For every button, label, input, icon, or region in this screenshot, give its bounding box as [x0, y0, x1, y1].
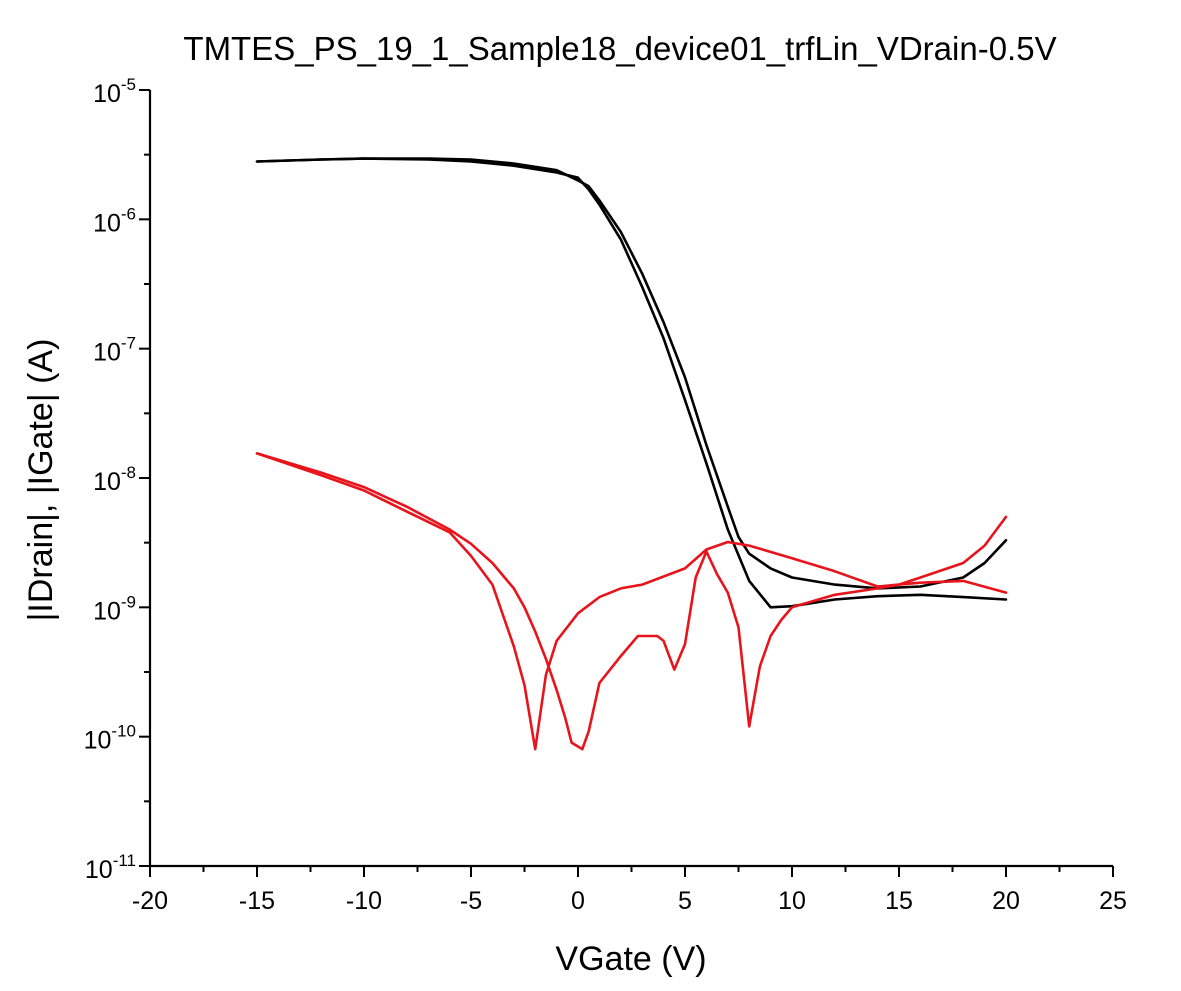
- series-line-4: [255, 452, 1008, 751]
- y-tick-label: 10-6: [93, 204, 136, 237]
- x-tick-label: -10: [346, 887, 382, 915]
- y-ticks: 10-5 10-6 10-7 10-8 10-9 10-10 10-11: [84, 75, 150, 884]
- y-tick-label: 10-8: [93, 463, 136, 496]
- x-tick-label: 10: [778, 887, 806, 915]
- x-tick-label: -15: [239, 887, 275, 915]
- x-tick-label: 5: [678, 887, 692, 915]
- chart-title: TMTES_PS_19_1_Sample18_device01_trfLin_V…: [183, 30, 1056, 67]
- x-axis-title: VGate (V): [555, 940, 706, 978]
- series-line-2: [255, 157, 1008, 590]
- x-tick-label: -5: [460, 887, 482, 915]
- x-tick-label: 15: [885, 887, 913, 915]
- y-tick-label: 10-9: [93, 592, 136, 625]
- x-tick-label: 0: [571, 887, 585, 915]
- y-axis-title: |IDrain|, |IGate| (A): [22, 339, 60, 622]
- series-line-3: [255, 452, 1008, 751]
- y-tick-label: 10-10: [84, 722, 136, 755]
- series-line-1: [255, 157, 1008, 609]
- x-tick-label: 20: [992, 887, 1020, 915]
- x-tick-label: -20: [132, 887, 168, 915]
- plot-series: [255, 157, 1008, 751]
- x-tick-label: 25: [1099, 887, 1127, 915]
- y-tick-label: 10-11: [85, 851, 136, 884]
- axes: [148, 90, 1113, 868]
- x-ticks: -20 -15 -10 -5 0 5 10 15 20 25: [132, 866, 1127, 915]
- y-tick-label: 10-7: [93, 334, 136, 367]
- y-tick-label: 10-5: [93, 75, 136, 108]
